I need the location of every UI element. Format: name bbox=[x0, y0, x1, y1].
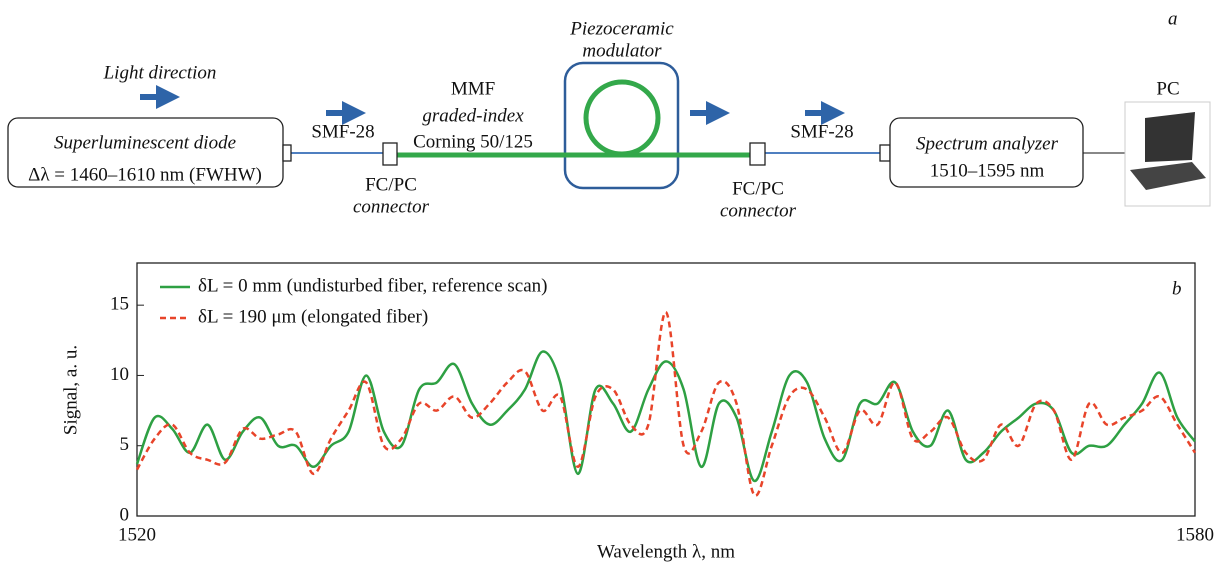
chart: b Wavelength λ, nm Signal, a. u. 0 5 10 15 1… bbox=[60, 262, 1214, 562]
x-tick-label: 1580 bbox=[1176, 524, 1214, 545]
y-tick-label: 0 bbox=[120, 504, 130, 525]
label: FC/PC bbox=[365, 174, 417, 195]
y-axis-title: Signal, a. u. bbox=[60, 345, 81, 435]
x-axis-title: Wavelength λ, nm bbox=[597, 541, 735, 562]
laptop-screen bbox=[1145, 112, 1195, 162]
setup-diagram: a Light direction Superluminescent diode… bbox=[7, 8, 1211, 221]
port bbox=[282, 144, 292, 162]
label: 1510–1595 nm bbox=[930, 160, 1045, 181]
plot-frame bbox=[136, 262, 1196, 517]
label: Corning 50/125 bbox=[413, 131, 533, 152]
laptop-base bbox=[1130, 162, 1206, 190]
label: connector bbox=[720, 200, 797, 221]
label: modulator bbox=[582, 40, 662, 61]
x-tick-label: 1520 bbox=[118, 524, 156, 545]
connector bbox=[749, 142, 766, 166]
port bbox=[879, 144, 891, 162]
label: Spectrum analyzer bbox=[916, 133, 1059, 154]
panel-label: b bbox=[1172, 278, 1182, 299]
label: Superluminescent diode bbox=[54, 132, 236, 153]
y-tick-label: 15 bbox=[110, 294, 129, 315]
label: FC/PC bbox=[732, 178, 784, 199]
arrows bbox=[140, 85, 845, 125]
panel-label: a bbox=[1168, 8, 1178, 29]
series-line bbox=[135, 350, 1197, 483]
label: Light direction bbox=[103, 62, 217, 83]
fiber-coil bbox=[583, 79, 661, 157]
label: SMF-28 bbox=[790, 121, 853, 142]
label: MMF bbox=[451, 78, 495, 99]
analyzer-box bbox=[889, 117, 1084, 188]
y-tick-label: 10 bbox=[110, 364, 129, 385]
label: Piezoceramic bbox=[569, 18, 674, 39]
legend-label: δL = 0 mm (undisturbed fiber, reference … bbox=[198, 275, 548, 296]
legend-label: δL = 190 μm (elongated fiber) bbox=[198, 306, 428, 327]
label: graded-index bbox=[422, 105, 524, 126]
connector bbox=[382, 142, 398, 166]
label: connector bbox=[353, 196, 430, 217]
label: PC bbox=[1156, 78, 1179, 99]
y-tick-label: 5 bbox=[120, 434, 130, 455]
label: SMF-28 bbox=[311, 121, 374, 142]
label: Δλ = 1460–1610 nm (FWHW) bbox=[28, 164, 262, 185]
